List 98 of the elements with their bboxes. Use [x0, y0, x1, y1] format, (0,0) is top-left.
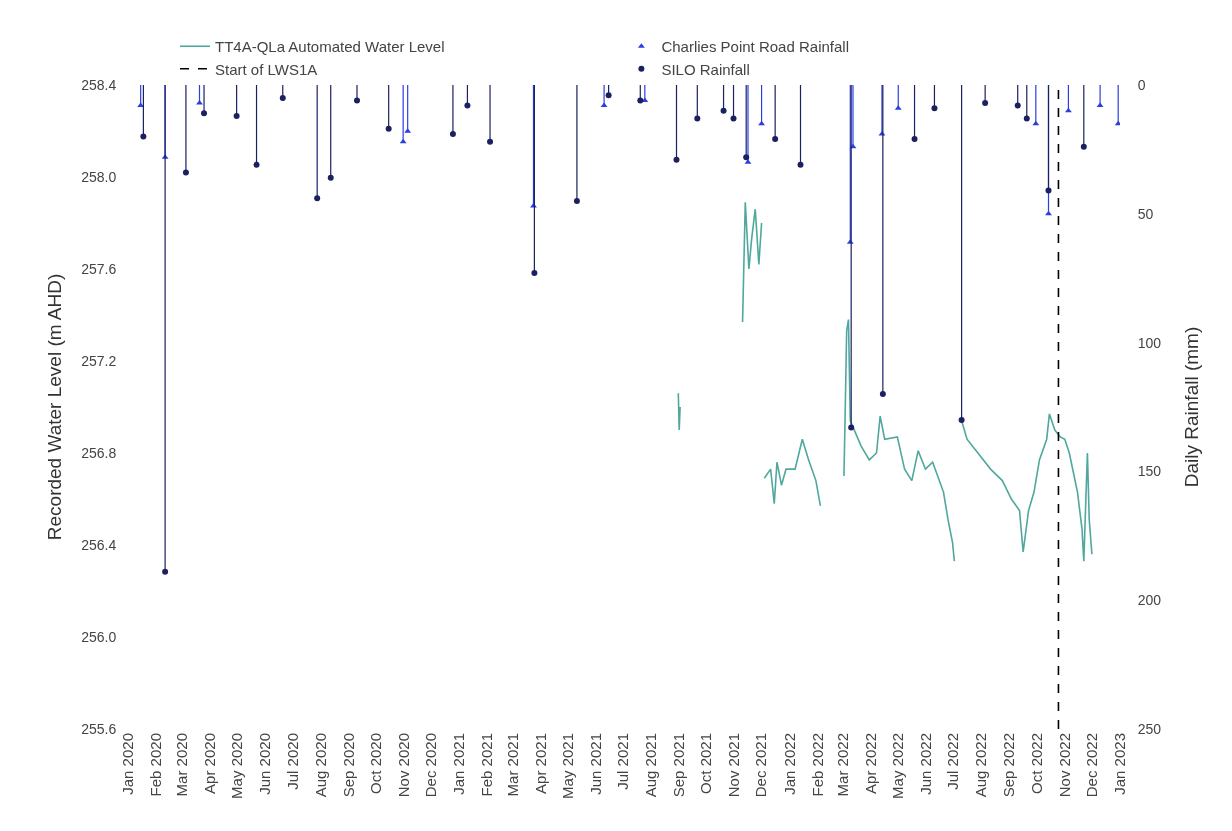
x-tick-label: Jan 2023: [1110, 733, 1128, 795]
x-tick-label: Jul 2020: [283, 733, 301, 790]
x-tick-label: Dec 2022: [1082, 733, 1100, 798]
point: [879, 391, 886, 398]
x-tick-label: Jul 2022: [944, 733, 962, 790]
point: [314, 195, 321, 202]
x-tick-label: Mar 2022: [833, 733, 851, 797]
y-tick-label: 258.0: [81, 168, 117, 185]
x-tick-label: Sep 2022: [1000, 733, 1018, 798]
y-tick-label: 255.6: [81, 720, 117, 737]
x-tick-label: Aug 2021: [642, 733, 660, 798]
y2-tick-label: 250: [1137, 720, 1162, 737]
y-tick-label: 257.2: [81, 352, 117, 369]
point: [730, 115, 737, 122]
y2-tick-label: 0: [1137, 76, 1146, 93]
point: [958, 416, 965, 423]
point: [385, 125, 392, 132]
point: [233, 112, 240, 119]
point: [758, 120, 766, 126]
x-tick-label: May 2020: [228, 733, 246, 799]
x-tick-label: Apr 2021: [531, 733, 549, 794]
x-tick-label: Jan 2022: [780, 733, 798, 795]
x-tick-label: Jul 2021: [613, 733, 631, 790]
legend-label: Start of LWS1A: [215, 60, 318, 78]
y-axis-title: Recorded Water Level (m AHD): [44, 273, 65, 541]
y2-tick-label: 100: [1137, 334, 1162, 351]
point: [982, 100, 989, 107]
point: [327, 174, 334, 181]
point: [353, 97, 360, 104]
x-tick-label: Jun 2020: [256, 733, 274, 795]
point: [911, 136, 918, 143]
point: [279, 94, 286, 101]
y-tick-label: 258.4: [81, 76, 117, 93]
x-tick-label: May 2021: [558, 733, 576, 799]
x-tick-label: Dec 2021: [752, 733, 770, 798]
x-tick-label: Oct 2021: [697, 733, 715, 794]
x-tick-label: Jun 2021: [586, 733, 604, 795]
point: [1045, 187, 1052, 194]
x-tick-label: Apr 2020: [201, 733, 219, 794]
point: [1023, 115, 1030, 122]
x-tick-label: Oct 2020: [366, 733, 384, 794]
x-tick-label: Aug 2022: [972, 733, 990, 798]
x-tick-label: Nov 2022: [1055, 733, 1073, 798]
x-tick-label: Aug 2020: [311, 733, 329, 798]
point: [931, 105, 938, 112]
point: [848, 424, 855, 431]
point: [637, 97, 644, 104]
point: [196, 100, 203, 105]
x-tick-label: Sep 2021: [670, 733, 688, 798]
point: [531, 270, 538, 277]
y2-tick-label: 150: [1137, 463, 1162, 480]
point: [140, 133, 147, 140]
point: [743, 154, 750, 161]
point: [253, 161, 260, 168]
x-tick-label: Jan 2021: [450, 733, 468, 795]
point: [201, 110, 208, 117]
point: [1014, 102, 1021, 109]
point: [772, 136, 779, 143]
point: [673, 156, 680, 163]
x-tick-label: May 2022: [889, 733, 907, 799]
point: [720, 107, 727, 114]
x-tick-label: Mar 2021: [503, 733, 521, 797]
y-tick-label: 256.0: [81, 628, 117, 645]
y-tick-label: 256.8: [81, 444, 117, 461]
x-tick-label: Feb 2022: [808, 733, 826, 797]
x-tick-label: Apr 2022: [861, 733, 879, 794]
point: [573, 197, 580, 204]
x-tick-label: Dec 2020: [422, 733, 440, 798]
point: [797, 161, 804, 168]
point: [182, 169, 189, 176]
legend-label: TT4A-QLa Automated Water Level: [215, 38, 445, 56]
legend-label: Charlies Point Road Rainfall: [661, 38, 850, 56]
x-tick-label: Sep 2020: [339, 733, 357, 798]
point: [1096, 102, 1104, 108]
point: [605, 92, 612, 99]
x-tick-label: Jan 2020: [118, 733, 136, 795]
point: [464, 102, 471, 109]
point: [694, 115, 701, 122]
y2-tick-label: 50: [1137, 205, 1154, 222]
x-tick-label: Jun 2022: [917, 733, 935, 795]
x-tick-label: Feb 2020: [146, 733, 164, 797]
x-tick-label: Mar 2020: [173, 733, 191, 797]
x-tick-label: Nov 2021: [725, 733, 743, 798]
point: [487, 138, 494, 145]
point: [162, 568, 169, 575]
point: [1080, 143, 1087, 150]
y2-tick-label: 200: [1137, 592, 1162, 609]
legend-label: SILO Rainfall: [661, 60, 750, 78]
y2-axis-title: Daily Rainfall (mm): [1181, 326, 1203, 488]
point: [600, 102, 608, 108]
point: [449, 130, 456, 137]
y-tick-label: 257.6: [81, 260, 117, 277]
y-tick-label: 256.4: [81, 536, 117, 553]
point: [1114, 120, 1120, 126]
x-tick-label: Nov 2020: [394, 733, 412, 798]
point: [399, 138, 407, 144]
x-tick-label: Oct 2022: [1027, 733, 1045, 794]
x-tick-label: Feb 2021: [478, 733, 496, 797]
